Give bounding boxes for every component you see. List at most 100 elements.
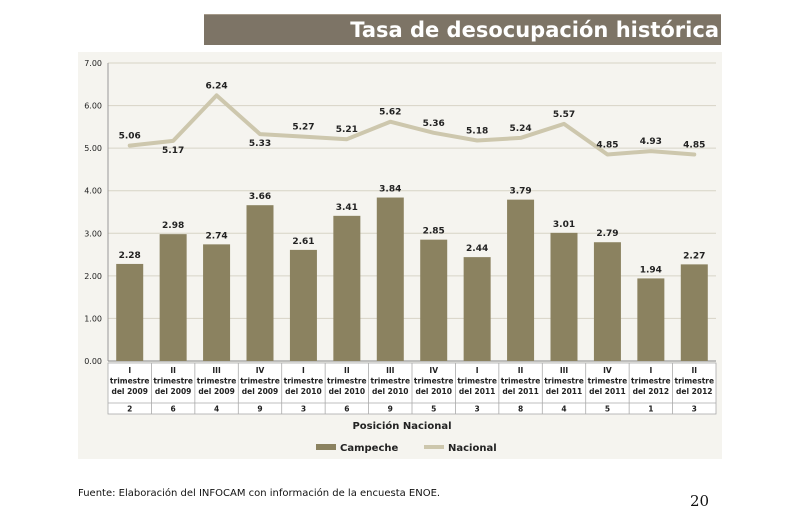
x-tick-label: del 2012: [676, 387, 713, 396]
x-tick-label: trimestre: [110, 377, 150, 386]
x-tick-label: trimestre: [544, 377, 584, 386]
x-tick-label: trimestre: [370, 377, 410, 386]
page-number: 20: [690, 492, 710, 510]
x-tick-label: del 2010: [372, 387, 409, 396]
position-value: 8: [518, 405, 523, 414]
title-bar: Tasa de desocupación histórica: [204, 14, 721, 45]
bar-data-label: 2.27: [683, 251, 705, 261]
x-tick-label: del 2011: [502, 387, 539, 396]
bar: [550, 232, 578, 361]
bar: [246, 205, 274, 361]
bar-data-label: 2.61: [292, 237, 314, 247]
x-tick-label: trimestre: [197, 377, 237, 386]
line-data-label: 5.36: [423, 119, 445, 129]
chart-area: 0.00 1.00 2.00 3.00 4.00 5.00 6.00 7.00 2.28 2.98…: [84, 59, 717, 454]
bar: [376, 197, 404, 361]
bar: [116, 263, 144, 361]
x-tick-label: IV: [429, 366, 438, 375]
x-tick-label: trimestre: [674, 377, 714, 386]
position-value: 2: [127, 405, 132, 414]
position-value: 5: [431, 405, 436, 414]
bar: [289, 249, 317, 361]
bar: [203, 244, 231, 361]
x-tick-label: IV: [256, 366, 265, 375]
line-point: [519, 136, 523, 140]
position-value: 4: [214, 405, 219, 414]
source-note: Fuente: Elaboración del INFOCAM con info…: [78, 488, 441, 499]
x-tick-label: trimestre: [414, 377, 454, 386]
line-point: [692, 153, 696, 157]
line-data-label: 5.06: [119, 132, 141, 142]
line-data-label: 5.33: [249, 139, 271, 149]
y-tick-label: 2.00: [84, 272, 102, 281]
y-tick-label: 7.00: [84, 59, 102, 68]
line-data-label: 5.27: [292, 123, 314, 133]
line-point: [215, 93, 219, 97]
line-point: [345, 137, 349, 141]
bar-data-label: 3.79: [509, 187, 531, 197]
position-value: 3: [692, 405, 697, 414]
bar: [420, 239, 448, 361]
bar-data-label: 2.85: [423, 227, 445, 237]
x-tick-label: trimestre: [153, 377, 193, 386]
x-tick-label: II: [170, 366, 176, 375]
x-tick-label: trimestre: [501, 377, 541, 386]
x-tick-label: del 2009: [155, 387, 192, 396]
x-tick-label: del 2011: [546, 387, 583, 396]
x-tick-label: I: [128, 366, 131, 375]
x-tick-label: trimestre: [457, 377, 497, 386]
bar: [463, 257, 491, 361]
bar: [333, 215, 361, 361]
bar: [637, 278, 665, 361]
nacional-line: [127, 93, 697, 157]
line-data-label: 4.93: [640, 137, 662, 147]
x-tick-label: del 2012: [633, 387, 670, 396]
x-tick-label: III: [386, 366, 395, 375]
x-tick-label: del 2010: [285, 387, 322, 396]
y-tick-label: 0.00: [84, 357, 102, 366]
x-tick-label: trimestre: [588, 377, 628, 386]
line-data-label: 5.18: [466, 126, 488, 136]
x-tick-label: I: [649, 366, 652, 375]
bar-data-label: 2.98: [162, 221, 184, 231]
bar-data-label: 3.41: [336, 203, 358, 213]
x-tick-label: del 2010: [329, 387, 366, 396]
x-tick-label: trimestre: [631, 377, 671, 386]
x-tick-label: III: [212, 366, 221, 375]
position-title: Posición Nacional: [352, 420, 451, 432]
bar: [159, 234, 187, 361]
bar-data-label: 1.94: [640, 265, 662, 275]
position-value: 3: [301, 405, 306, 414]
position-value: 9: [388, 405, 393, 414]
line-point: [562, 122, 566, 126]
x-tick-label: del 2010: [415, 387, 452, 396]
y-tick-label: 6.00: [84, 102, 102, 111]
bar-data-label: 3.84: [379, 185, 401, 195]
position-value: 4: [561, 405, 566, 414]
x-tick-label: IV: [603, 366, 612, 375]
x-tick-label: II: [344, 366, 350, 375]
position-value: 3: [475, 405, 480, 414]
line-point: [388, 120, 392, 124]
page-title: Tasa de desocupación histórica: [350, 18, 719, 42]
legend-label-campeche: Campeche: [340, 443, 398, 454]
line-point: [432, 131, 436, 135]
x-tick-label: del 2009: [242, 387, 279, 396]
line-data-label: 5.57: [553, 110, 575, 120]
line-point: [171, 139, 175, 143]
position-value: 6: [344, 405, 349, 414]
line-point: [605, 153, 609, 157]
x-tick-label: I: [302, 366, 305, 375]
bar-data-label: 3.01: [553, 220, 575, 230]
line-data-label: 5.21: [336, 125, 358, 135]
x-tick-label: II: [691, 366, 697, 375]
x-tick-label: del 2011: [459, 387, 496, 396]
bar-data-label: 2.74: [205, 231, 227, 241]
x-tick-label: trimestre: [240, 377, 280, 386]
line-data-label: 5.62: [379, 108, 401, 118]
y-tick-label: 1.00: [84, 314, 102, 323]
line-point: [128, 144, 132, 148]
line-data-label: 4.85: [596, 141, 618, 151]
x-tick-label: del 2009: [198, 387, 235, 396]
x-tick-label: del 2009: [111, 387, 148, 396]
